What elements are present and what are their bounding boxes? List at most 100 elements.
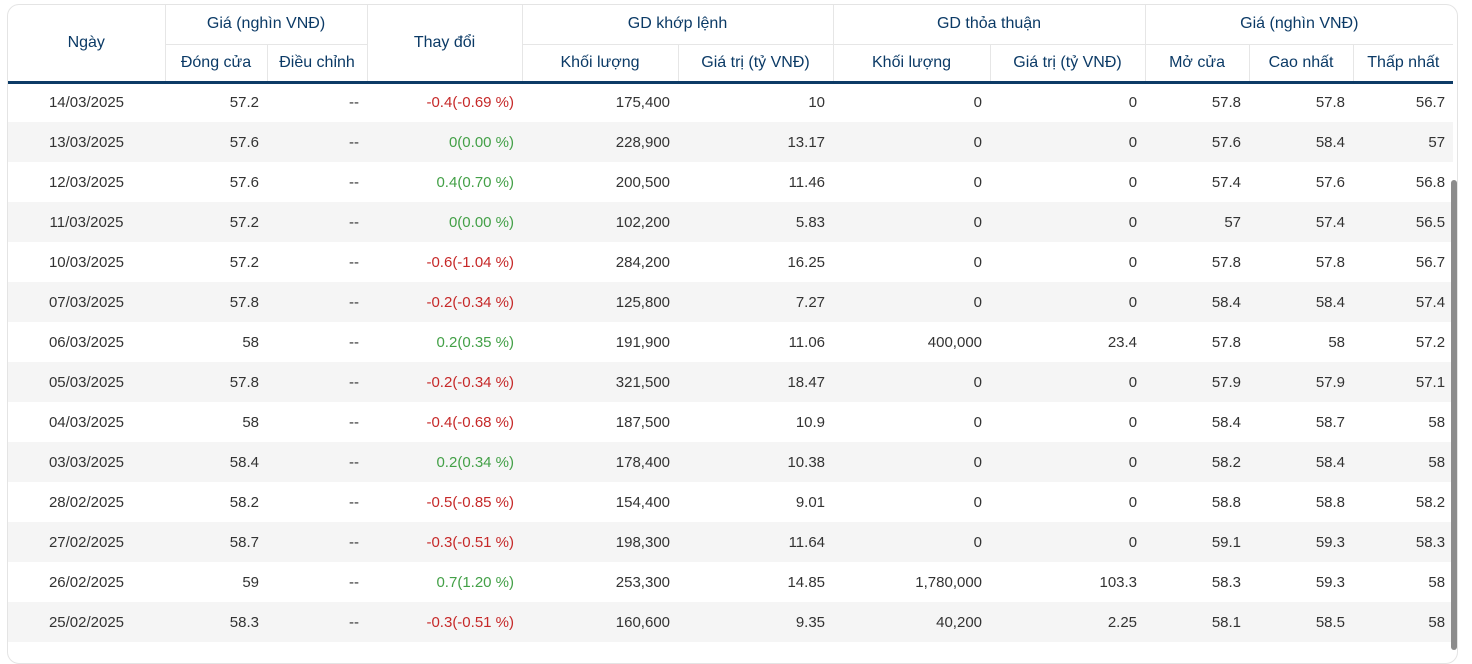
cell-mvol: 175,400 <box>615 94 671 112</box>
cell-high: 57.9 <box>1249 362 1354 402</box>
cell-high: 59.3 <box>1249 522 1354 562</box>
scrollbar-thumb[interactable] <box>1451 180 1457 650</box>
cell-dval: 0 <box>1128 173 1138 191</box>
cell-mval: 11.64 <box>678 522 834 562</box>
cell-change: 0.2(0.35 %) <box>436 333 515 351</box>
cell-date: 13/03/2025 <box>8 122 165 162</box>
cell-close: 57.8 <box>165 282 267 322</box>
cell-change: -0.2(-0.34 %) <box>367 282 523 322</box>
cell-high: 58.5 <box>1249 602 1354 642</box>
cell-mval: 14.85 <box>787 573 826 591</box>
header-close: Đóng cửa <box>165 44 268 84</box>
cell-date: 12/03/2025 <box>48 173 125 191</box>
cell-mvol: 154,400 <box>615 493 671 511</box>
cell-mval: 10 <box>808 94 826 112</box>
cell-close: 57.2 <box>229 94 259 112</box>
cell-mvol: 228,900 <box>522 122 679 162</box>
cell-low: 57.2 <box>1415 333 1446 351</box>
cell-close: 58.4 <box>165 442 267 482</box>
table-row: 28/02/2025 58.2 -- -0.5(-0.85 %) 154,400 9.01… <box>8 482 1453 522</box>
cell-mvol: 187,500 <box>615 413 671 431</box>
cell-dvol: 40,200 <box>833 602 991 642</box>
cell-close: 57.2 <box>229 253 259 271</box>
cell-dval: 0 <box>990 282 1146 322</box>
cell-open: 57 <box>1145 202 1250 242</box>
cell-mvol: 102,200 <box>522 202 679 242</box>
cell-open: 58.4 <box>1211 413 1242 431</box>
cell-open: 58.4 <box>1145 282 1250 322</box>
cell-low: 58.3 <box>1353 522 1454 562</box>
cell-adj: -- <box>349 573 360 591</box>
cell-mval: 7.27 <box>678 282 834 322</box>
cell-change: -0.3(-0.51 %) <box>367 522 523 562</box>
cell-mvol: 284,200 <box>615 253 671 271</box>
cell-change: -0.5(-0.85 %) <box>426 493 515 511</box>
header-matched-value: Giá trị (tỷ VNĐ) <box>678 44 834 84</box>
cell-mvol: 321,500 <box>522 362 679 402</box>
table-row: 10/03/2025 57.2 -- -0.6(-1.04 %) 284,200 16.2… <box>8 242 1453 282</box>
cell-open: 58.8 <box>1211 493 1242 511</box>
cell-low: 56.5 <box>1353 202 1454 242</box>
cell-adj: -- <box>267 282 368 322</box>
cell-dvol: 0 <box>833 202 991 242</box>
cell-low: 57 <box>1353 122 1454 162</box>
cell-open: 57.9 <box>1145 362 1250 402</box>
cell-dval: 0 <box>990 202 1146 242</box>
cell-date: 25/02/2025 <box>8 602 165 642</box>
cell-low: 58.2 <box>1415 493 1446 511</box>
table-row: 12/03/2025 57.6 -- 0.4(0.70 %) 200,500 11.46 0… <box>8 162 1453 202</box>
cell-adj: -- <box>267 202 368 242</box>
cell-change: 0.4(0.70 %) <box>436 173 515 191</box>
table-row: 14/03/2025 57.2 -- -0.4(-0.69 %) 175,400 10 0 0… <box>8 82 1453 122</box>
cell-high: 58.4 <box>1249 442 1354 482</box>
cell-adj: -- <box>349 253 360 271</box>
cell-dvol: 0 <box>833 122 991 162</box>
header-low: Thấp nhất <box>1353 44 1454 84</box>
cell-dval: 0 <box>1128 253 1138 271</box>
table-row: 07/03/2025 57.8 -- -0.2(-0.34 %) 125,800 7.27… <box>8 282 1454 322</box>
cell-date: 26/02/2025 <box>48 573 125 591</box>
header-deal-value: Giá trị (tỷ VNĐ) <box>990 44 1146 84</box>
cell-close: 58.3 <box>165 602 267 642</box>
cell-change: -0.6(-1.04 %) <box>426 253 515 271</box>
cell-dvol: 400,000 <box>927 333 983 351</box>
cell-close: 57.6 <box>229 173 259 191</box>
header-price-group: Giá (nghìn VNĐ) <box>165 5 368 45</box>
cell-adj: -- <box>349 493 360 511</box>
cell-dvol: 0 <box>833 522 991 562</box>
cell-high: 58.4 <box>1249 282 1354 322</box>
cell-open: 58.2 <box>1145 442 1250 482</box>
header-deal-volume: Khối lượng <box>833 44 991 84</box>
cell-open: 58.3 <box>1211 573 1242 591</box>
cell-adj: -- <box>349 173 360 191</box>
cell-dvol: 0 <box>833 362 991 402</box>
cell-dvol: 0 <box>973 253 983 271</box>
header-matched-volume: Khối lượng <box>522 44 679 84</box>
cell-low: 57.1 <box>1353 362 1454 402</box>
cell-change: 0.7(1.20 %) <box>436 573 515 591</box>
cell-dvol: 0 <box>833 442 991 482</box>
cell-low: 57.4 <box>1353 282 1454 322</box>
cell-open: 57.6 <box>1145 122 1250 162</box>
cell-dvol: 0 <box>973 413 983 431</box>
cell-close: 59 <box>242 573 259 591</box>
cell-close: 58.7 <box>165 522 267 562</box>
table-row: 06/03/2025 58 -- 0.2(0.35 %) 191,900 11.06 400… <box>8 322 1453 362</box>
cell-close: 57.2 <box>165 202 267 242</box>
cell-dval: 103.3 <box>1099 573 1138 591</box>
cell-low: 58 <box>1428 413 1446 431</box>
cell-dval: 0 <box>990 362 1146 402</box>
cell-mvol: 253,300 <box>615 573 671 591</box>
cell-change: -0.2(-0.34 %) <box>367 362 523 402</box>
cell-high: 58 <box>1328 333 1346 351</box>
header-deal-group: GD thỏa thuận <box>833 5 1146 45</box>
cell-open: 59.1 <box>1145 522 1250 562</box>
cell-high: 57.6 <box>1315 173 1346 191</box>
cell-high: 57.4 <box>1249 202 1354 242</box>
cell-adj: -- <box>349 413 360 431</box>
cell-dvol: 0 <box>973 94 983 112</box>
cell-change: -0.4(-0.69 %) <box>426 94 515 112</box>
cell-dval: 0 <box>990 522 1146 562</box>
cell-date: 11/03/2025 <box>8 202 165 242</box>
header-open: Mở cửa <box>1145 44 1250 84</box>
